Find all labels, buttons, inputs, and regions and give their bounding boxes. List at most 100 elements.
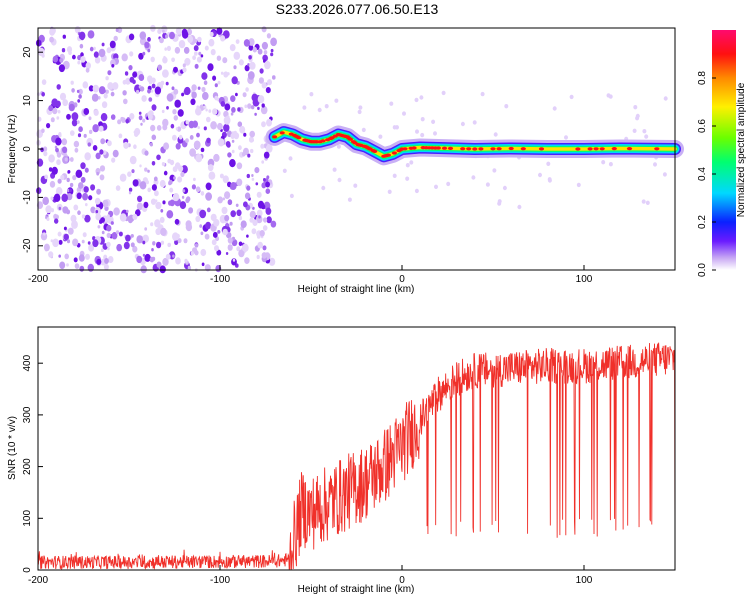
noise-blob (187, 35, 194, 43)
noise-blob (136, 89, 140, 94)
figure-title: S233.2026.077.06.50.E13 (276, 1, 439, 17)
noise-blob (140, 265, 147, 274)
noise-blob (132, 245, 138, 253)
noise-blob (159, 216, 165, 223)
noise-blob (405, 163, 410, 168)
noise-blob (184, 57, 191, 66)
noise-blob (112, 82, 119, 90)
noise-blob (83, 133, 87, 138)
noise-blob (208, 109, 212, 113)
noise-blob (98, 48, 106, 58)
noise-blob (80, 52, 84, 57)
noise-blob (207, 164, 214, 172)
noise-blob (206, 137, 211, 144)
ridge-peak (385, 153, 391, 157)
noise-blob (302, 105, 307, 110)
noise-blob (236, 246, 241, 252)
noise-blob (51, 166, 58, 175)
noise-blob (69, 182, 74, 188)
noise-blob (249, 61, 256, 70)
noise-blob (35, 39, 42, 47)
noise-blob (67, 188, 70, 193)
noise-blob (101, 42, 105, 47)
noise-blob (82, 232, 87, 238)
noise-blob (63, 226, 67, 231)
noise-blob (270, 52, 274, 57)
noise-blob (118, 231, 123, 237)
noise-blob (249, 130, 255, 138)
noise-blob (61, 138, 68, 146)
colorbar: 0.0 0.2 0.4 0.6 0.8 Normalized spectral ampl… (697, 30, 747, 277)
noise-blob (246, 173, 250, 179)
noise-blob (83, 186, 89, 193)
noise-blob (251, 174, 254, 177)
noise-blob (199, 209, 207, 219)
noise-blob (162, 56, 168, 64)
noise-blob (233, 51, 241, 60)
noise-blob (57, 109, 61, 114)
noise-blob (139, 86, 145, 92)
noise-blob (124, 71, 129, 76)
noise-blob (122, 90, 127, 96)
noise-blob (80, 176, 86, 183)
ridge-peak (279, 131, 285, 135)
noise-blob (217, 80, 221, 85)
noise-blob (361, 127, 366, 133)
noise-blob (159, 37, 164, 44)
noise-blob (357, 109, 362, 115)
noise-blob (206, 116, 211, 123)
noise-blob (57, 231, 62, 237)
noise-blob (237, 107, 241, 112)
noise-blob (213, 218, 220, 227)
ridge-peak (496, 147, 502, 151)
noise-blob (321, 185, 326, 191)
noise-blob (267, 79, 272, 86)
noise-blob (111, 157, 116, 163)
noise-blob (212, 231, 218, 238)
noise-blob (205, 108, 208, 112)
noise-blob (175, 257, 181, 265)
noise-blob (106, 224, 112, 232)
noise-blob (213, 153, 220, 162)
noise-blob (216, 55, 222, 61)
noise-blob (471, 175, 476, 180)
noise-blob (644, 134, 649, 139)
noise-blob (62, 99, 68, 107)
noise-blob (145, 180, 149, 185)
noise-blob (168, 181, 172, 186)
noise-blob (92, 145, 98, 151)
noise-blob (147, 37, 151, 42)
noise-blob (635, 116, 640, 121)
noise-blob (244, 192, 251, 200)
noise-blob (227, 237, 233, 244)
noise-blob (260, 105, 268, 115)
noise-blob (46, 217, 50, 222)
noise-blob (136, 202, 143, 211)
noise-blob (53, 193, 61, 202)
noise-blob (174, 239, 179, 245)
noise-blob (207, 63, 214, 71)
noise-blob (93, 51, 99, 58)
noise-blob (159, 179, 166, 188)
noise-blob (74, 147, 79, 153)
noise-blob (59, 57, 64, 63)
noise-blob (153, 176, 158, 182)
noise-blob (84, 152, 91, 161)
noise-blob (642, 129, 647, 134)
noise-blob (261, 103, 265, 108)
noise-blob (358, 105, 363, 110)
noise-blob (238, 215, 243, 221)
noise-blob (332, 167, 337, 172)
noise-blob (82, 192, 89, 201)
noise-blob (154, 190, 159, 197)
noise-blob (57, 178, 62, 184)
noise-blob (115, 185, 121, 191)
noise-blob (101, 101, 108, 109)
noise-blob (147, 113, 153, 120)
noise-blob (59, 92, 67, 101)
noise-blob (106, 214, 110, 219)
noise-blob (142, 240, 146, 245)
noise-blob (151, 83, 156, 89)
snr-panel: -200 -100 0 100 0 100 200 300 400 Height of str… (7, 326, 676, 595)
noise-blob (68, 188, 72, 192)
